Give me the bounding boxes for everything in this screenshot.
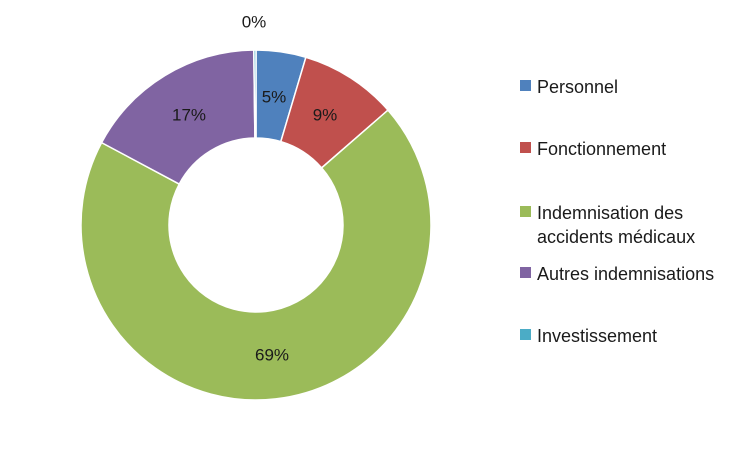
slice-label-autres: 17% <box>172 105 206 124</box>
legend-swatch-indemnisation <box>520 206 531 217</box>
slice-autres <box>100 49 256 186</box>
legend-swatch-fonctionnement <box>520 142 531 153</box>
slice-label-fonctionnement: 9% <box>313 105 338 124</box>
legend-swatch-personnel <box>520 80 531 91</box>
legend-label: Autres indemnisations <box>537 264 715 284</box>
slice-investissement <box>253 49 257 139</box>
legend-swatch-autres <box>520 267 531 278</box>
legend-item-fonctionnement: Fonctionnement <box>520 137 745 161</box>
legend-label: Indemnisation des accidents médicaux <box>537 203 696 247</box>
slice-indemnisation <box>80 109 432 401</box>
legend-label: Personnel <box>537 77 619 97</box>
legend-label: Fonctionnement <box>537 139 667 159</box>
slice-label-investissement: 0% <box>242 12 267 31</box>
slice-label-indemnisation: 69% <box>255 345 289 364</box>
slice-label-personnel: 5% <box>262 87 287 106</box>
legend-swatch-investissement <box>520 329 531 340</box>
legend-item-indemnisation: Indemnisation des accidents médicaux <box>520 201 745 249</box>
legend-label: Investissement <box>537 326 658 346</box>
legend-item-autres: Autres indemnisations <box>520 262 745 286</box>
legend-item-investissement: Investissement <box>520 324 745 348</box>
legend-item-personnel: Personnel <box>520 75 745 99</box>
